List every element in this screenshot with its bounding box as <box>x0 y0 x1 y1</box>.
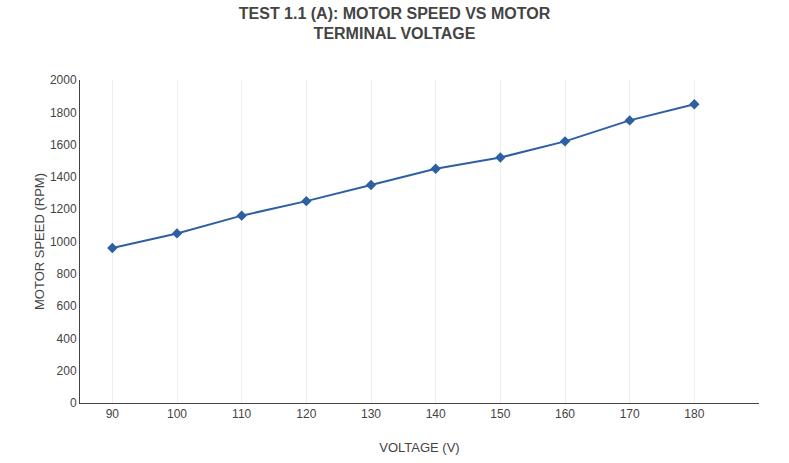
svg-text:180: 180 <box>684 407 704 421</box>
svg-text:130: 130 <box>361 407 381 421</box>
svg-text:600: 600 <box>57 299 77 313</box>
svg-text:170: 170 <box>620 407 640 421</box>
svg-text:1800: 1800 <box>50 106 77 120</box>
svg-text:160: 160 <box>555 407 575 421</box>
svg-text:120: 120 <box>296 407 316 421</box>
svg-text:1200: 1200 <box>50 202 77 216</box>
svg-text:200: 200 <box>57 364 77 378</box>
svg-text:140: 140 <box>426 407 446 421</box>
svg-text:1000: 1000 <box>50 235 77 249</box>
svg-text:2000: 2000 <box>50 73 77 87</box>
svg-text:1600: 1600 <box>50 138 77 152</box>
svg-text:1400: 1400 <box>50 170 77 184</box>
svg-text:MOTOR SPEED (RPM): MOTOR SPEED (RPM) <box>32 173 47 310</box>
svg-text:110: 110 <box>232 407 251 421</box>
svg-text:800: 800 <box>57 267 77 281</box>
svg-text:VOLTAGE (V): VOLTAGE (V) <box>379 440 459 455</box>
svg-text:0: 0 <box>70 396 77 410</box>
svg-text:90: 90 <box>106 407 120 421</box>
svg-text:100: 100 <box>167 407 187 421</box>
svg-text:400: 400 <box>57 332 77 346</box>
svg-text:150: 150 <box>490 407 510 421</box>
svg-text:TEST 1.1 (A): MOTOR SPEED VS M: TEST 1.1 (A): MOTOR SPEED VS MOTORTERMIN… <box>239 5 551 43</box>
